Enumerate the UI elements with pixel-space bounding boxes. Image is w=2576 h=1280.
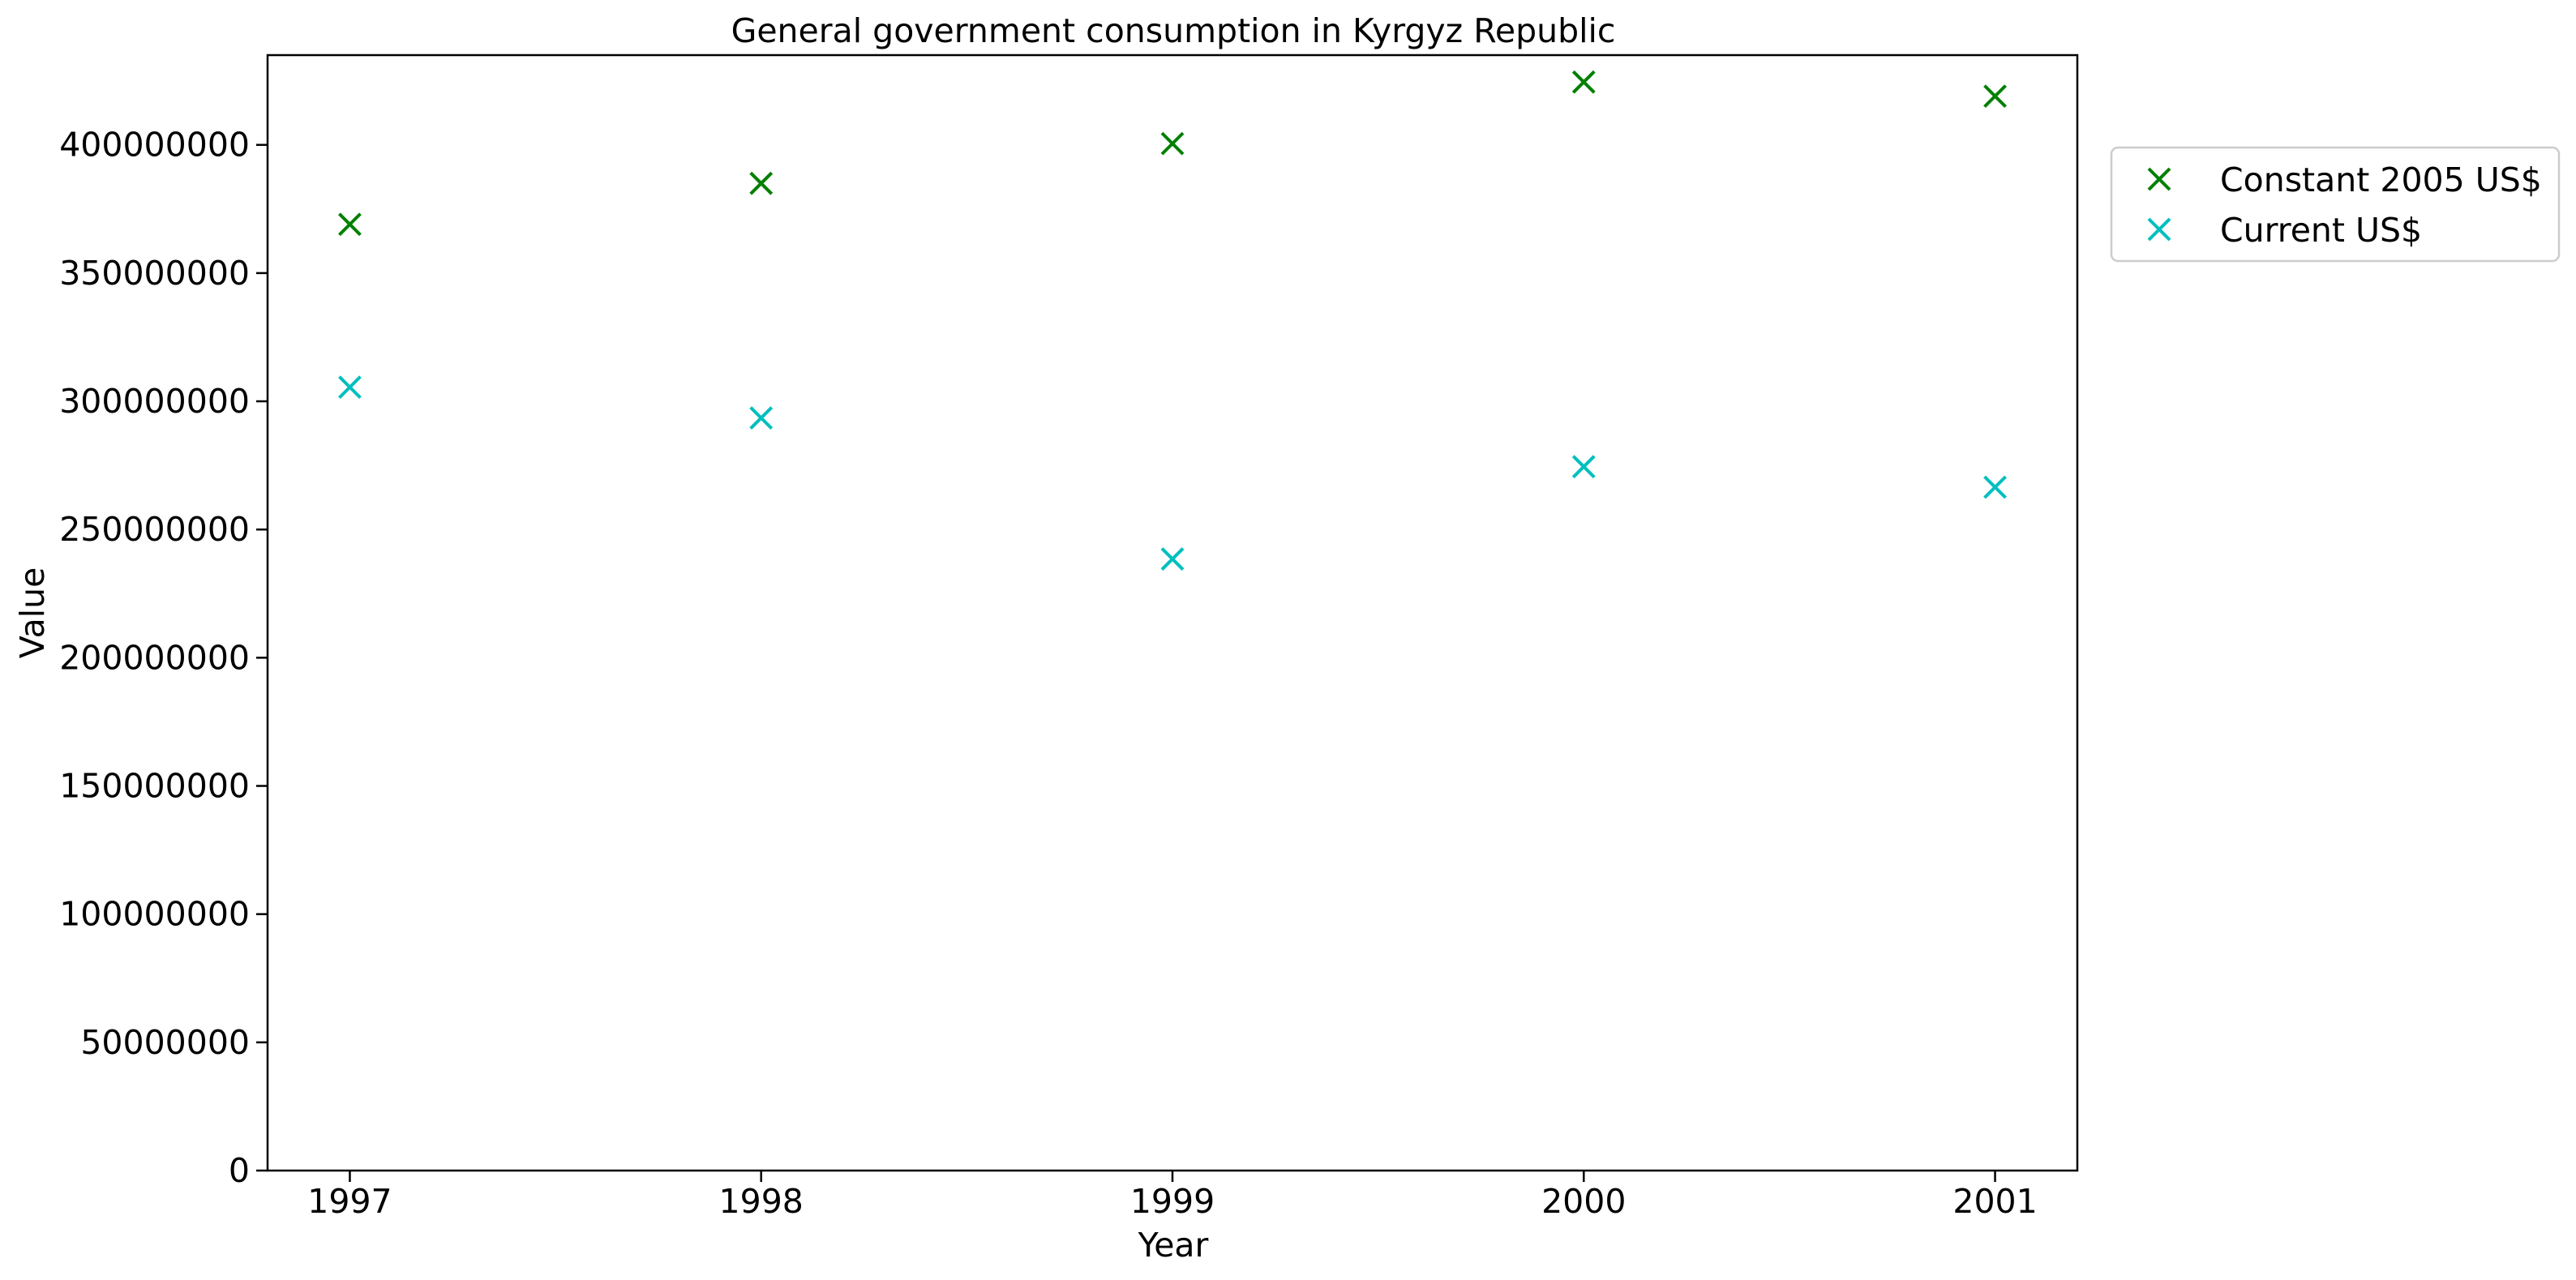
data-point [1160,547,1185,571]
x-tick-label: 1997 [307,1182,392,1221]
y-tick-label: 400000000 [59,126,250,165]
x-tick-label: 1998 [719,1182,804,1221]
y-axis: 0 50000000 100000000 150000000 200000000 2500… [59,126,268,1190]
x-axis: 1997 1998 1999 2000 2001 [307,1171,2038,1221]
data-points [338,70,2007,571]
y-tick-label: 350000000 [59,254,250,293]
legend-marker [2147,217,2171,242]
data-point [1983,84,2007,109]
y-tick-label: 100000000 [59,895,250,934]
legend-label: Current US$ [2220,211,2422,250]
legend-marker [2147,167,2171,191]
data-point [338,375,362,400]
y-tick-label: 250000000 [59,510,250,549]
data-point [1160,131,1185,156]
data-point [338,212,362,237]
data-point [1983,475,2007,499]
x-axis-label: Year [1138,1226,1209,1265]
data-point [1571,455,1596,479]
legend: Constant 2005 US$ Current US$ [2110,146,2561,263]
data-point [1571,70,1596,94]
x-tick-label: 2001 [1952,1182,2037,1221]
y-tick-label: 50000000 [80,1023,250,1062]
y-axis-label: Value [13,567,52,659]
x-tick-label: 1999 [1130,1182,1215,1221]
data-point [749,406,774,430]
data-point [749,171,774,195]
chart-title: General government consumption in Kyrgyz… [731,11,1616,50]
y-tick-label: 0 [229,1151,250,1190]
y-tick-label: 300000000 [59,382,250,421]
x-tick-label: 2000 [1541,1182,1626,1221]
y-tick-label: 200000000 [59,638,250,677]
plot-area [266,54,2079,1172]
legend-label: Constant 2005 US$ [2220,161,2542,199]
y-tick-label: 150000000 [59,767,250,806]
legend-box [2110,146,2561,263]
